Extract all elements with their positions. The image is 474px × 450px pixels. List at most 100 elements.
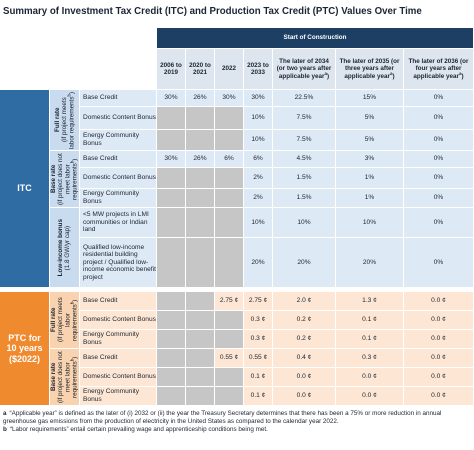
cell-value: 30% bbox=[222, 94, 236, 102]
cell-value: 0.1 ¢ bbox=[250, 373, 266, 381]
value-cell: 0% bbox=[404, 208, 473, 237]
cell-value: 2% bbox=[253, 174, 263, 182]
empty-cell bbox=[186, 130, 214, 150]
group-label-sub: (if project does not meet labor requirem… bbox=[57, 351, 78, 403]
empty-cell bbox=[215, 238, 243, 287]
footnote-ref: b bbox=[69, 160, 75, 163]
cell-value: 0.55 ¢ bbox=[248, 354, 268, 362]
cell-value: 10% bbox=[251, 218, 265, 226]
empty-cell bbox=[157, 107, 185, 129]
column-header: 2020 to 2021 bbox=[186, 49, 214, 89]
cell-value: 4.5% bbox=[296, 155, 312, 163]
group-label: Full rate (if project meets labor require… bbox=[50, 90, 79, 150]
cell-value: 0.3 ¢ bbox=[362, 354, 377, 362]
row-label-text: Energy Community Bonus bbox=[83, 132, 140, 147]
footnote-text: “Applicable year” is defined as the late… bbox=[3, 410, 442, 426]
value-cell: 0.55 ¢ bbox=[244, 349, 272, 367]
value-cell: 1.5% bbox=[273, 168, 335, 188]
value-cell: 2.75 ¢ bbox=[215, 292, 243, 310]
cell-value: 0.0 ¢ bbox=[296, 392, 312, 400]
group-label-note: (if project does not meet labor requirem… bbox=[57, 153, 79, 205]
cell-value: 0.1 ¢ bbox=[250, 392, 266, 400]
value-cell: 0% bbox=[404, 107, 473, 129]
empty-cell bbox=[215, 330, 243, 348]
row-label: Energy Community Bonus bbox=[80, 189, 156, 207]
group-label-note: (if project does not meet labor requirem… bbox=[57, 351, 79, 403]
cell-value: 1.5% bbox=[296, 174, 312, 182]
column-header-end: ) bbox=[392, 72, 395, 80]
cell-value: 0% bbox=[433, 174, 444, 182]
group-label-note: (if project meets labor requirements bbox=[57, 297, 79, 343]
group-label-sub: (if project does not meet labor requirem… bbox=[57, 153, 78, 205]
empty-cell bbox=[215, 368, 243, 386]
empty-cell bbox=[186, 349, 214, 367]
cell-value: 0.2 ¢ bbox=[296, 335, 312, 343]
empty-cell bbox=[186, 311, 214, 329]
empty-cell bbox=[157, 330, 185, 348]
row-label: Base Credit bbox=[80, 292, 156, 310]
footnote-ref: a bbox=[458, 70, 462, 76]
empty-cell bbox=[157, 368, 185, 386]
column-header-main: The later of 2034 (or two years after ap… bbox=[276, 58, 332, 80]
cell-value: 20% bbox=[362, 258, 377, 266]
column-header-text: 2020 to 2021 bbox=[188, 62, 212, 76]
cell-value: 2.0 ¢ bbox=[296, 297, 312, 305]
footnote: b “Labor requirements” entail certain pre… bbox=[3, 426, 471, 434]
cell-value: 6% bbox=[253, 155, 263, 163]
value-cell: 10% bbox=[244, 208, 272, 237]
cell-value: 20% bbox=[251, 258, 265, 266]
empty-cell bbox=[157, 189, 185, 207]
group-label-text: Full rate (if project meets labor require… bbox=[54, 90, 76, 150]
value-cell: 5% bbox=[336, 130, 403, 150]
row-label: Domestic Content Bonus bbox=[80, 107, 156, 129]
value-cell: 1.5% bbox=[273, 189, 335, 207]
group-label: Base rate (if project does not meet labor… bbox=[50, 349, 79, 405]
value-cell: 0.0 ¢ bbox=[336, 368, 403, 386]
column-header: 2023 to 2033 bbox=[244, 49, 272, 89]
cell-value: 0.0 ¢ bbox=[431, 373, 446, 381]
cell-value: 0.0 ¢ bbox=[362, 373, 377, 381]
empty-cell bbox=[215, 311, 243, 329]
section-label: PTC for 10 years ($2022) bbox=[0, 292, 49, 405]
value-cell: 0.0 ¢ bbox=[404, 311, 473, 329]
cell-value: 0.0 ¢ bbox=[431, 354, 446, 362]
value-cell: 7.5% bbox=[273, 107, 335, 129]
cell-value: 0.0 ¢ bbox=[431, 335, 446, 343]
footnote: a “Applicable year” is defined as the lat… bbox=[3, 410, 471, 426]
value-cell: 0.3 ¢ bbox=[244, 330, 272, 348]
group-label-sub: (1.8 GW/yr cap) bbox=[65, 225, 72, 269]
row-label-text: Base Credit bbox=[83, 354, 118, 362]
group-label-title: Full rate bbox=[50, 307, 58, 333]
value-cell: 30% bbox=[215, 90, 243, 106]
cell-value: 6% bbox=[224, 155, 234, 163]
empty-cell bbox=[186, 208, 214, 237]
column-header-main: The later of 2036 (or four years after a… bbox=[408, 58, 469, 80]
cell-value: 0.1 ¢ bbox=[362, 335, 377, 343]
footnote-ref: b bbox=[69, 358, 75, 361]
empty-cell bbox=[186, 368, 214, 386]
value-cell: 2.0 ¢ bbox=[273, 292, 335, 310]
column-header-main: 2006 to 2019 bbox=[160, 61, 182, 76]
value-cell: 10% bbox=[336, 208, 403, 237]
group-label-note: (if project meets labor requirements bbox=[60, 96, 76, 149]
cell-value: 0.0 ¢ bbox=[362, 392, 377, 400]
value-cell: 0.0 ¢ bbox=[404, 368, 473, 386]
group-label-end: ) bbox=[68, 91, 76, 94]
cell-value: 30% bbox=[164, 94, 178, 102]
value-cell: 0.55 ¢ bbox=[215, 349, 243, 367]
value-cell: 22.5% bbox=[273, 90, 335, 106]
group-label-sub: (if project meets labor requirementsb) bbox=[61, 91, 75, 148]
row-label: Energy Community Bonus bbox=[80, 387, 156, 405]
empty-cell bbox=[215, 168, 243, 188]
row-label-text: Base Credit bbox=[83, 297, 118, 305]
value-cell: 5% bbox=[336, 107, 403, 129]
cell-value: 10% bbox=[251, 114, 265, 122]
value-cell: 10% bbox=[244, 107, 272, 129]
value-cell: 0.0 ¢ bbox=[273, 387, 335, 405]
empty-cell bbox=[215, 189, 243, 207]
header-group: Start of Construction bbox=[157, 28, 473, 48]
group-label-text: Low-income bonus (1.8 GW/yr cap) bbox=[57, 219, 71, 276]
cell-value: 0% bbox=[433, 114, 444, 122]
column-header: The later of 2036 (or four years after a… bbox=[404, 49, 473, 89]
empty-cell bbox=[157, 292, 185, 310]
